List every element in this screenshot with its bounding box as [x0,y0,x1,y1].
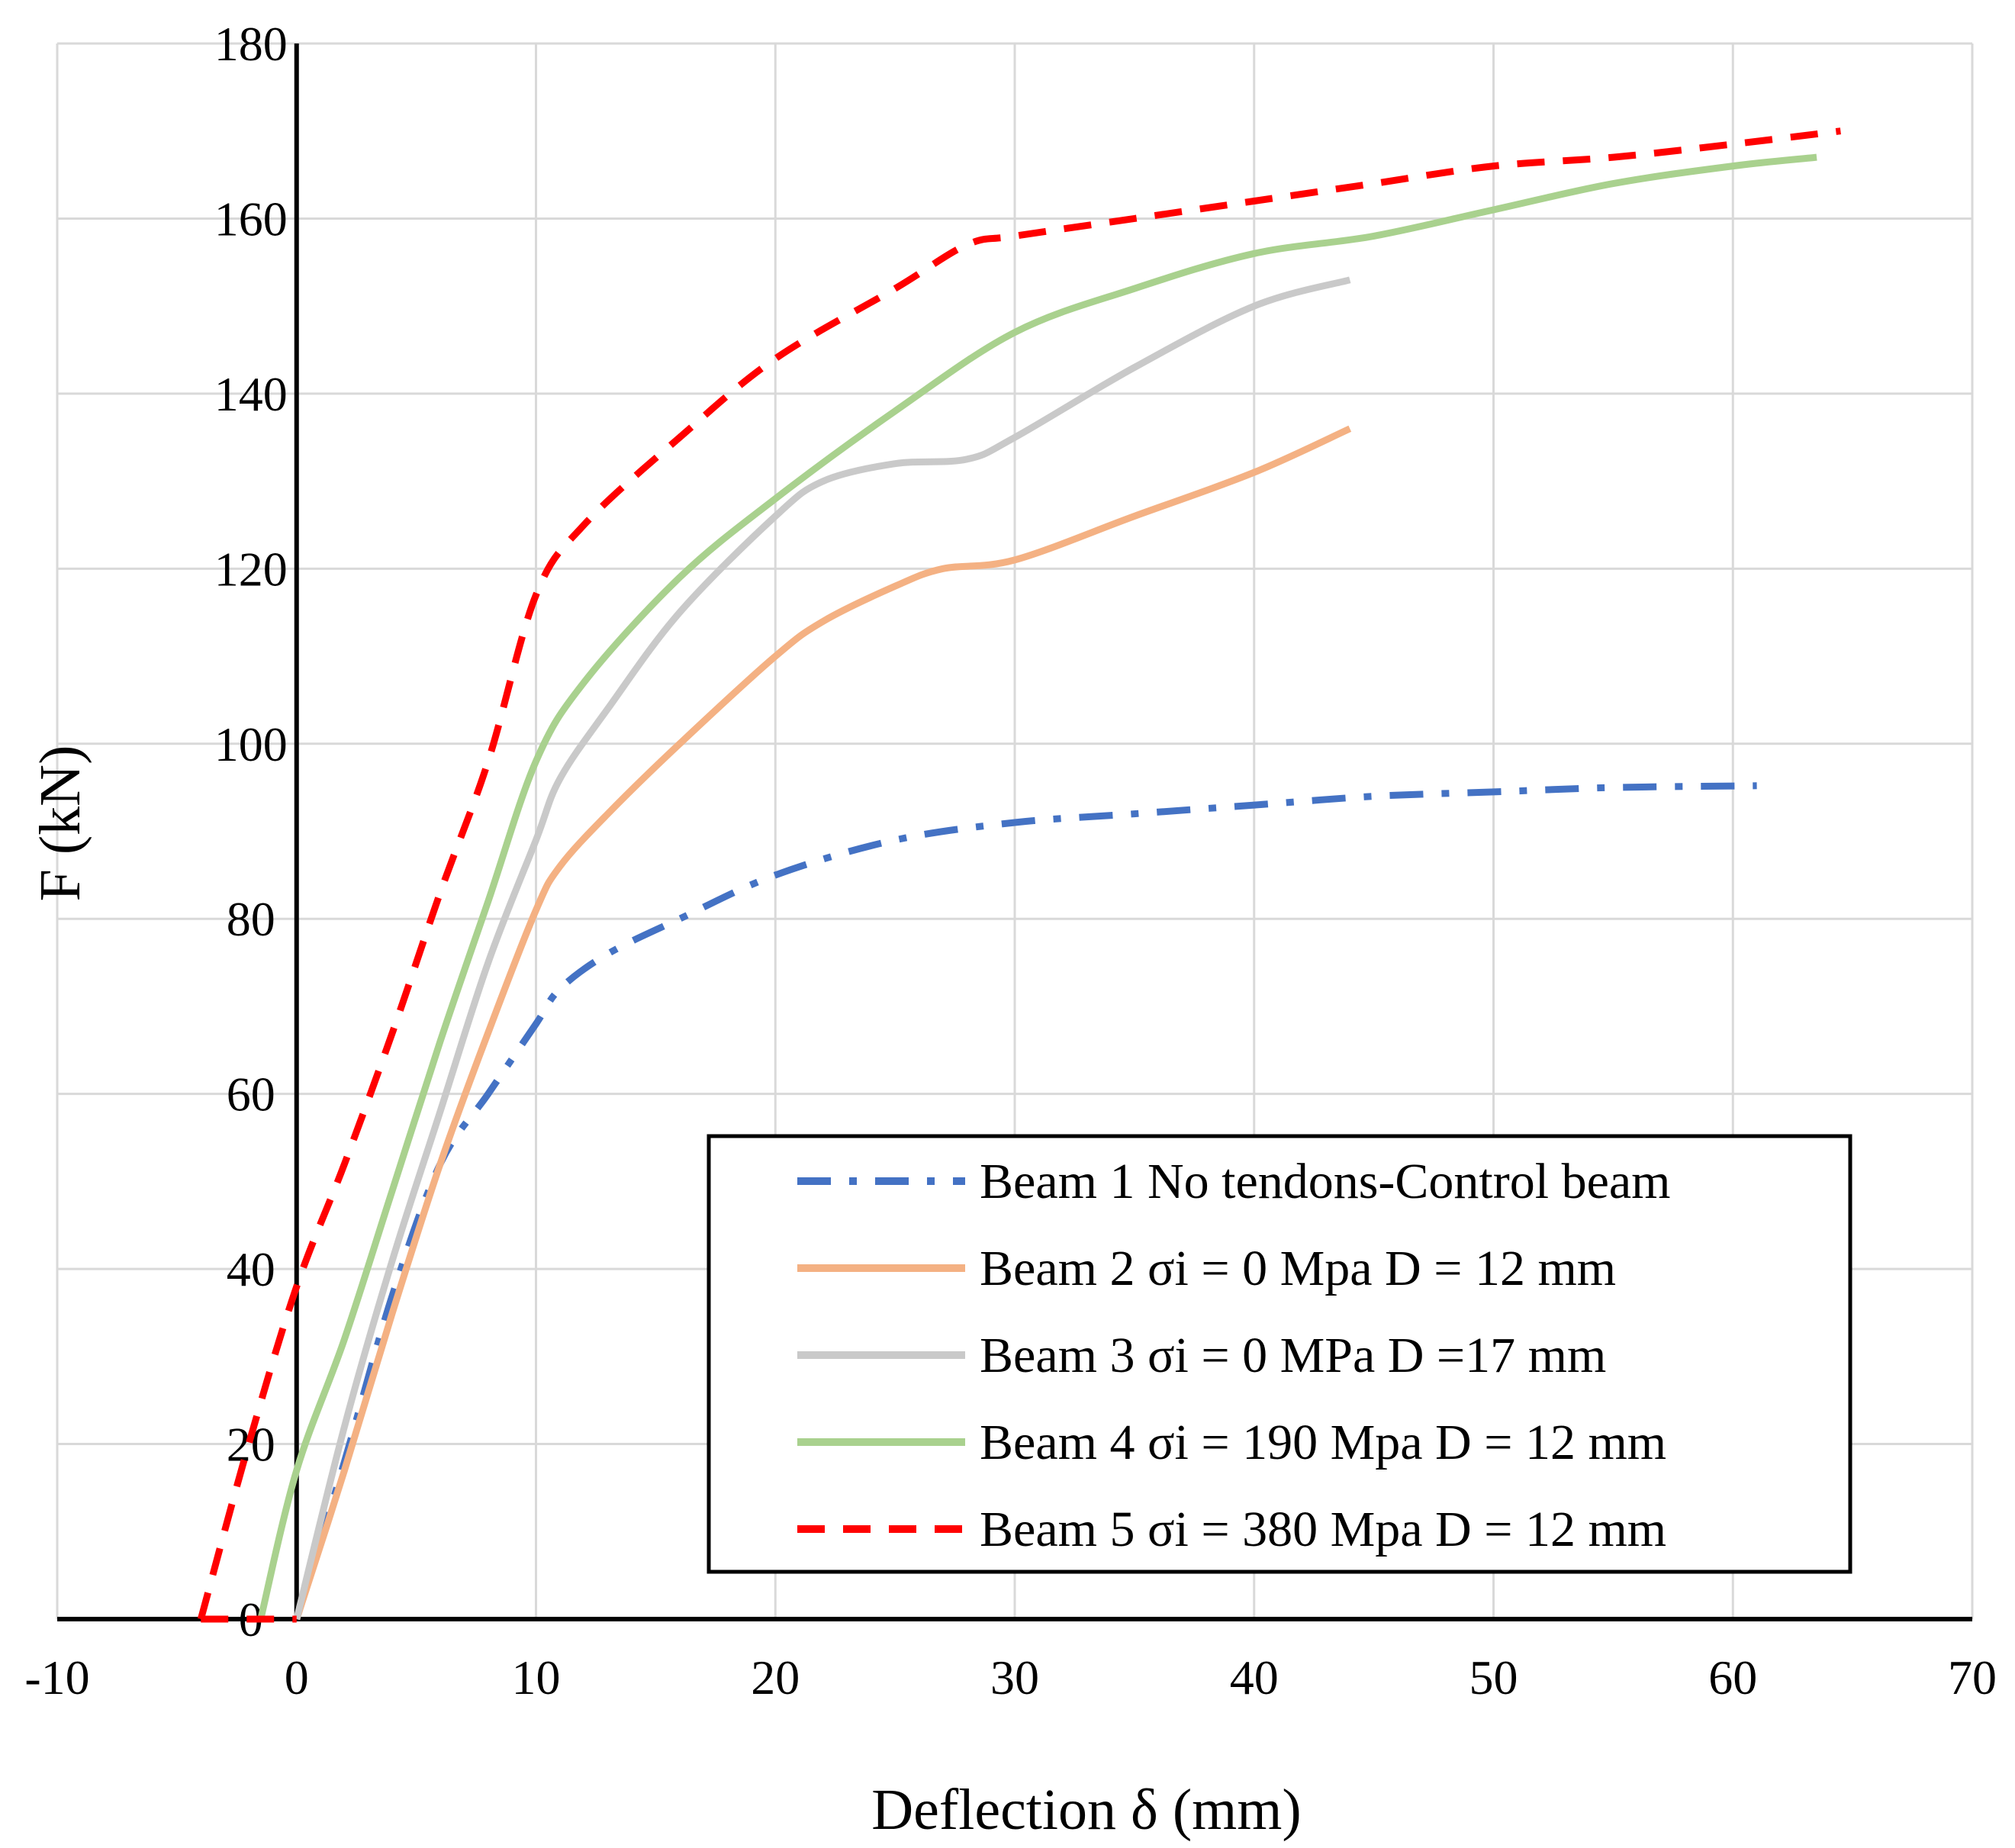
axes [57,43,1972,1621]
x-tick-label: 60 [1708,1650,1757,1705]
series-line-beam-2 [293,425,1352,1621]
series-line-beam-1 [293,782,1757,1621]
y-tick-label: 100 [214,717,288,771]
x-tick-label: 70 [1948,1650,1997,1705]
x-tick-label: -10 [24,1650,89,1705]
legend: Beam 1 No tendons-Control beam Beam 2 σi … [707,1134,1852,1574]
y-tick-label: 120 [214,542,288,596]
x-tick-label: 50 [1469,1650,1518,1705]
x-tick-label: 20 [751,1650,800,1705]
y-tick-label: 80 [227,892,275,946]
x-tick-label: 10 [512,1650,561,1705]
x-tick-label: 40 [1230,1650,1279,1705]
x-tick-label: 0 [285,1650,309,1705]
x-axis-title: Deflection δ (mm) [871,1778,1301,1842]
y-tick-label: 40 [227,1242,275,1296]
legend-label-beam-1: Beam 1 No tendons-Control beam [980,1154,1671,1209]
series-line-beam-4 [257,153,1817,1621]
series-lines [197,127,1841,1623]
y-tick-label: 60 [227,1067,275,1122]
legend-label-beam-2: Beam 2 σi = 0 Mpa D = 12 mm [980,1241,1616,1296]
legend-label-beam-3: Beam 3 σi = 0 MPa D =17 mm [980,1328,1606,1383]
y-tick-label: 160 [214,192,288,246]
tick-labels: -100102030405060700204060801001201401601… [24,17,1997,1705]
series-line-beam-3 [293,276,1351,1621]
series-line-beam-5 [197,127,1841,1621]
x-tick-label: 30 [990,1650,1039,1705]
y-tick-label: 140 [214,367,288,421]
legend-label-beam-4: Beam 4 σi = 190 Mpa D = 12 mm [980,1415,1666,1470]
y-tick-label: 180 [214,17,288,71]
y-axis-title: F (kN) [28,745,92,902]
legend-label-beam-5: Beam 5 σi = 380 Mpa D = 12 mm [980,1502,1666,1557]
